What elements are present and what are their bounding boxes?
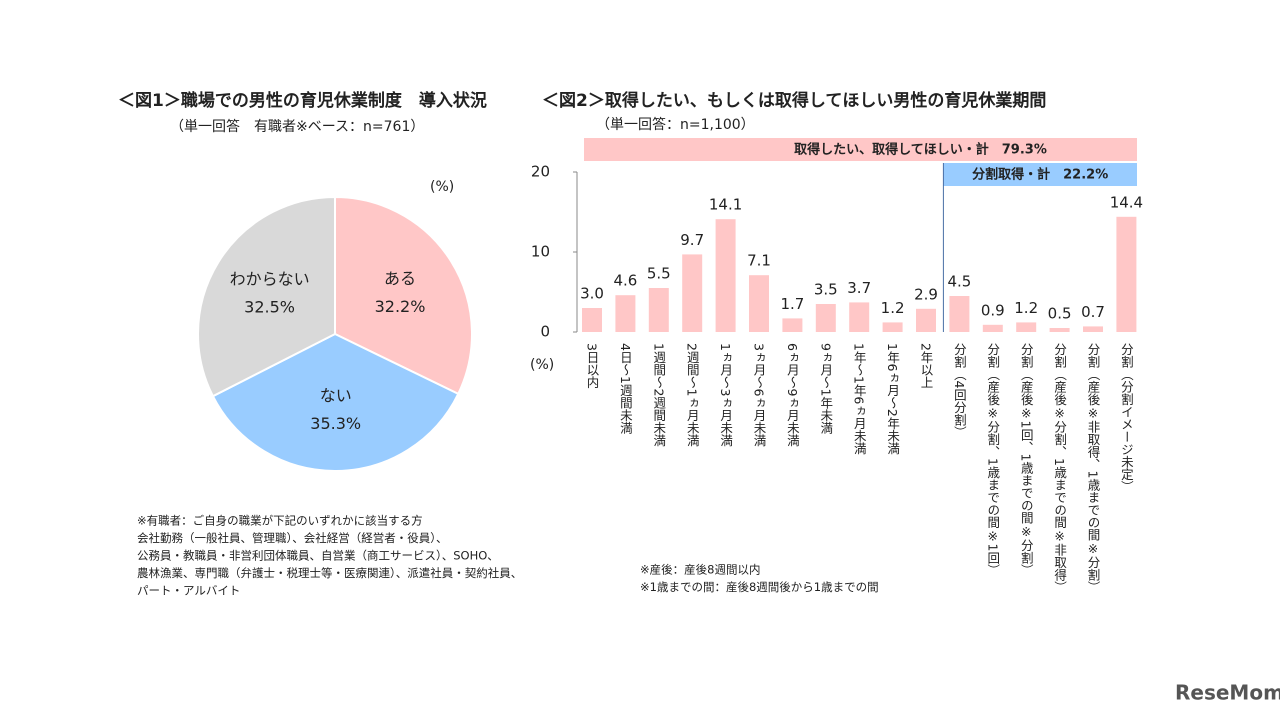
note: ※1歳までの間：産後8週間後から1歳までの間 — [640, 580, 879, 594]
logo: ReseMom — [1175, 681, 1280, 705]
bar — [682, 254, 703, 332]
bar — [1116, 216, 1137, 332]
value-label: 3.0 — [580, 285, 604, 303]
value-label: 2.9 — [914, 285, 938, 303]
bar — [782, 318, 803, 332]
pie-slice — [334, 195, 473, 396]
x-tick-label: 9ヵ月～1年未満 — [818, 343, 833, 434]
value-label: 0.7 — [1081, 303, 1105, 321]
x-tick-label: 分割（4回分割） — [952, 343, 967, 438]
slice-label: ない — [320, 386, 352, 405]
x-tick-label: 1ヵ月～3ヵ月未満 — [718, 343, 733, 447]
annotation-band — [943, 163, 1137, 186]
chart2-subtitle: （単一回答：n=1,100） — [596, 116, 755, 133]
x-tick-label: 3日以内 — [585, 343, 600, 388]
bar — [882, 322, 903, 332]
chart2-title: ＜図2＞取得したい、もしくは取得してほしい男性の育児休業期間 — [542, 90, 1046, 111]
value-label: 1.2 — [1014, 299, 1038, 317]
note: 会社勤務（一般社員、管理職）、会社経営（経営者・役員）、 — [137, 531, 448, 545]
note: 農林漁業、専門職（弁護士・税理士等・医療関連）、派遣社員・契約社員、 — [137, 566, 522, 580]
slice-value: 32.5% — [244, 297, 295, 316]
value-label: 5.5 — [647, 265, 671, 283]
annotation-band — [584, 138, 1137, 161]
value-label: 0.5 — [1048, 305, 1072, 323]
slice-value: 32.2% — [375, 297, 426, 316]
bar — [749, 275, 769, 332]
bar — [615, 295, 636, 332]
pie-slice — [211, 332, 460, 472]
value-label: 14.4 — [1110, 193, 1143, 211]
bar — [916, 308, 936, 332]
note: パート・アルバイト — [137, 584, 240, 598]
bar — [982, 324, 1003, 332]
value-label: 4.6 — [613, 272, 637, 290]
x-tick-label: 分割（産後※1回、1歳までの間※分割） — [1019, 343, 1034, 576]
annotation: 取得したい、取得してほしい・計 79.3% — [794, 142, 1047, 158]
bar — [815, 304, 836, 332]
value-label: 1.7 — [780, 295, 804, 313]
value-label: 9.7 — [680, 231, 704, 249]
y-unit: (%) — [530, 357, 554, 373]
slice-label: ある — [384, 269, 416, 288]
x-tick-label: 2週間～1ヵ月未満 — [685, 343, 700, 447]
bar — [582, 308, 602, 332]
bar — [648, 288, 669, 332]
value-label: 0.9 — [981, 301, 1005, 319]
y-tick-label: 0 — [540, 323, 550, 341]
slice-value: 35.3% — [310, 414, 361, 433]
value-label: 7.1 — [747, 252, 771, 270]
note: ※有職者：ご自身の職業が下記のいずれかに該当する方 — [137, 514, 423, 528]
x-tick-label: 分割（分割イメージ未定） — [1119, 343, 1134, 493]
value-label: 3.5 — [814, 281, 838, 299]
y-tick-label: 20 — [531, 163, 550, 181]
x-tick-label: 1年6ヵ月～2年未満 — [885, 343, 900, 455]
x-tick-label: 3ヵ月～6ヵ月未満 — [752, 343, 767, 447]
bar — [949, 296, 970, 332]
chart1-title: ＜図1＞職場での男性の育児休業制度 導入状況 — [118, 90, 487, 111]
slice-label: わからない — [230, 269, 310, 288]
x-tick-label: 6ヵ月～9ヵ月未満 — [785, 343, 800, 447]
x-tick-label: 分割（産後※分割、1歳までの間※1回） — [985, 343, 1000, 576]
bar — [849, 302, 870, 332]
bar — [1016, 322, 1037, 332]
x-tick-label: 4日～1週間未満 — [618, 343, 633, 434]
annotation: 分割取得・計 22.2% — [972, 167, 1108, 183]
value-label: 14.1 — [709, 196, 742, 214]
x-tick-label: 分割（産後※分割、1歳までの間※非取得） — [1052, 343, 1067, 593]
bar — [1083, 326, 1103, 332]
pie-unit: (%) — [430, 179, 454, 195]
x-tick-label: 1週間～2週間未満 — [651, 343, 666, 447]
value-label: 3.7 — [847, 279, 871, 297]
note: ※産後：産後8週間以内 — [640, 563, 760, 577]
pie-slice — [197, 195, 336, 398]
value-label: 4.5 — [947, 273, 971, 291]
value-label: 1.2 — [881, 299, 905, 317]
note: 公務員・教職員・非営利団体職員、自営業（商工サービス）、SOHO、 — [137, 549, 499, 563]
x-tick-label: 分割（産後※非取得、1歳までの間※分割） — [1086, 343, 1101, 593]
bar — [1049, 328, 1070, 332]
chart1-subtitle: （単一回答 有職者※ベース：n=761） — [170, 118, 424, 135]
x-tick-label: 2年以上 — [919, 343, 934, 388]
x-tick-label: 1年～1年6ヵ月未満 — [852, 343, 867, 455]
y-tick-label: 10 — [531, 243, 550, 261]
bar — [715, 219, 736, 332]
